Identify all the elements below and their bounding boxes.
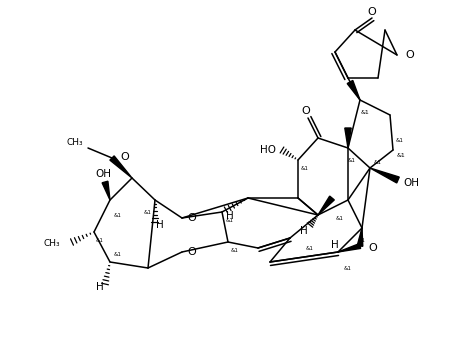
Text: HO: HO (259, 145, 275, 155)
Text: &1: &1 (305, 246, 313, 250)
Text: &1: &1 (96, 237, 104, 243)
Text: &1: &1 (114, 213, 121, 217)
Text: &1: &1 (396, 152, 404, 158)
Text: &1: &1 (344, 266, 351, 270)
Text: H: H (226, 211, 233, 221)
Text: &1: &1 (226, 217, 233, 223)
Text: OH: OH (402, 178, 418, 188)
Text: O: O (120, 152, 128, 162)
Text: O: O (187, 213, 195, 223)
Polygon shape (369, 168, 399, 183)
Text: &1: &1 (300, 166, 308, 170)
Text: &1: &1 (347, 158, 355, 162)
Text: &1: &1 (373, 159, 381, 165)
Text: &1: &1 (395, 138, 403, 142)
Text: H: H (330, 240, 338, 250)
Text: H: H (156, 220, 163, 230)
Text: &1: &1 (335, 216, 343, 220)
Polygon shape (344, 128, 350, 148)
Text: OH: OH (95, 169, 111, 179)
Polygon shape (356, 228, 362, 246)
Text: O: O (404, 50, 413, 60)
Text: H: H (299, 226, 307, 236)
Text: &1: &1 (114, 253, 121, 257)
Text: &1: &1 (231, 247, 238, 253)
Text: H: H (96, 282, 104, 292)
Text: O: O (367, 7, 375, 17)
Polygon shape (346, 80, 359, 100)
Polygon shape (102, 181, 110, 200)
Text: O: O (367, 243, 376, 253)
Text: O: O (301, 106, 310, 116)
Polygon shape (337, 244, 360, 252)
Text: O: O (187, 247, 195, 257)
Text: &1: &1 (144, 209, 152, 215)
Text: &1: &1 (357, 237, 365, 243)
Text: CH₃: CH₃ (66, 138, 83, 147)
Polygon shape (110, 156, 131, 178)
Text: CH₃: CH₃ (43, 239, 60, 248)
Polygon shape (317, 196, 334, 215)
Text: &1: &1 (360, 109, 369, 115)
